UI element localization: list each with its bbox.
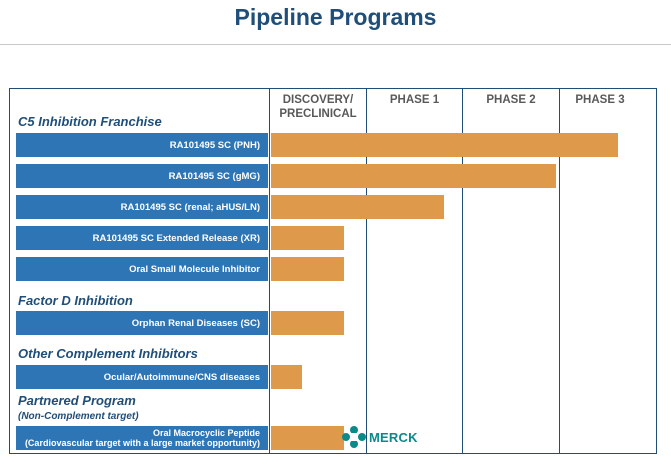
progress-bar-orphan-renal <box>271 311 344 335</box>
section-partnered-subtitle: (Non-Complement target) <box>18 411 139 422</box>
program-label-ocular: Ocular/Autoimmune/CNS diseases <box>16 365 268 389</box>
divider-phase1 <box>366 88 367 454</box>
section-other-complement: Other Complement Inhibitors <box>18 346 198 361</box>
program-label-pnh: RA101495 SC (PNH) <box>16 133 268 157</box>
divider-phase3 <box>559 88 560 454</box>
program-label-gmg: RA101495 SC (gMG) <box>16 164 268 188</box>
program-label-xr: RA101495 SC Extended Release (XR) <box>16 226 268 250</box>
progress-bar-renal <box>271 195 444 219</box>
title-divider <box>0 44 671 45</box>
merck-logo: MERCK <box>341 426 418 448</box>
progress-bar-pnh <box>271 133 618 157</box>
phase-label-preclinical-line1: DISCOVERY/ <box>282 94 354 106</box>
page-title: Pipeline Programs <box>234 4 437 30</box>
divider-phase2 <box>462 88 463 454</box>
progress-bar-macrocyclic <box>271 426 344 450</box>
progress-bar-gmg <box>271 164 556 188</box>
progress-bar-ocular <box>271 365 302 389</box>
section-c5-inhibition: C5 Inhibition Franchise <box>18 114 162 129</box>
program-label-macrocyclic: Oral Macrocyclic Peptide (Cardiovascular… <box>16 426 268 450</box>
program-label-oral-small-molecule: Oral Small Molecule Inhibitor <box>16 257 268 281</box>
phase-header-phase3: PHASE 3 <box>575 94 625 106</box>
progress-bar-oral-small-molecule <box>271 257 344 281</box>
section-factor-d: Factor D Inhibition <box>18 293 133 308</box>
section-partnered: Partnered Program <box>18 393 136 408</box>
pipeline-frame <box>9 88 657 454</box>
divider-preclinical <box>269 88 270 454</box>
phase-label-preclinical-line2: PRECLINICAL <box>279 108 357 120</box>
program-label-orphan-renal: Orphan Renal Diseases (SC) <box>16 311 268 335</box>
phase-header-phase2: PHASE 2 <box>486 94 536 106</box>
progress-bar-xr <box>271 226 344 250</box>
phase-header-phase1: PHASE 1 <box>389 94 440 106</box>
phase-header-preclinical: DISCOVERY/PRECLINICAL <box>270 93 366 121</box>
merck-logo-text: MERCK <box>369 429 418 445</box>
merck-logo-icon <box>342 426 366 448</box>
program-label-renal: RA101495 SC (renal; aHUS/LN) <box>16 195 268 219</box>
